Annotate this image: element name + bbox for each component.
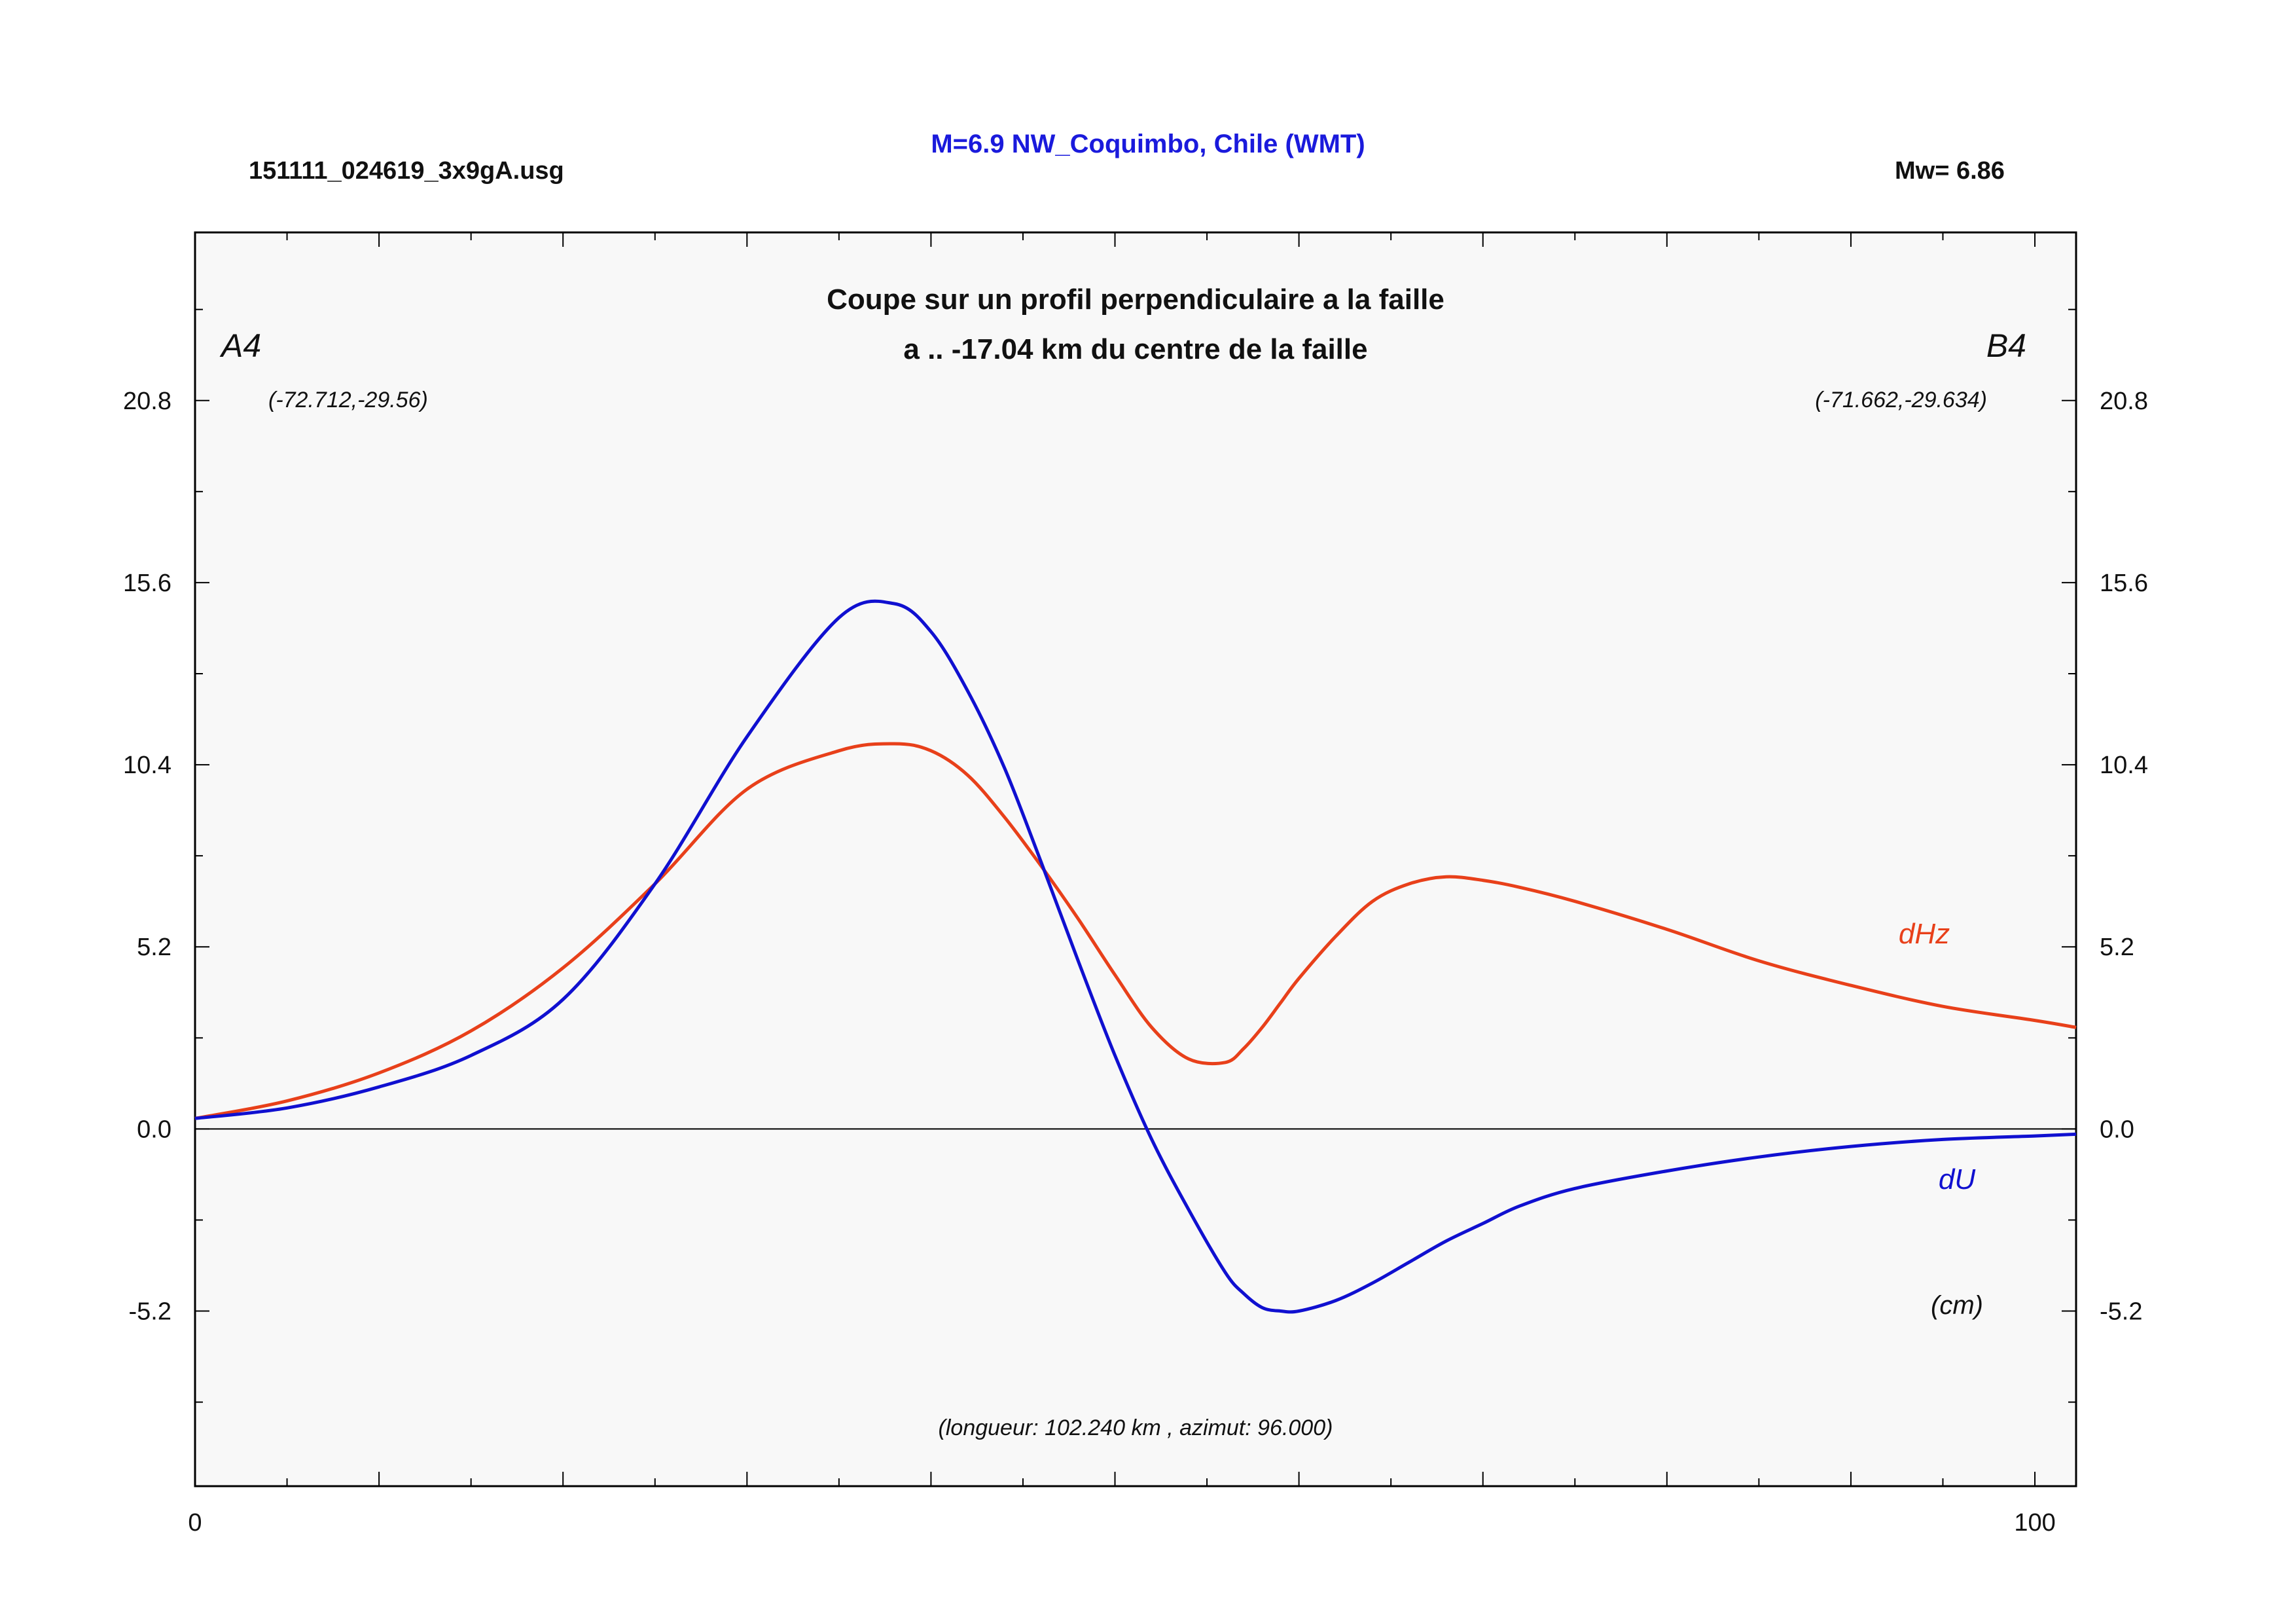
- y-tick-label-left: 0.0: [137, 1116, 171, 1143]
- series-line-dU: [194, 599, 2077, 1314]
- y-tick-label-left: 5.2: [137, 934, 171, 961]
- x-tick-label: 100: [2014, 1509, 2055, 1537]
- chart-title-line1: Coupe sur un profil perpendiculaire a la…: [827, 283, 1444, 316]
- series-label-dHz: dHz: [1899, 918, 1950, 950]
- start-label: A4: [219, 327, 261, 364]
- chart-title-line2: a .. -17.04 km du centre de la faille: [903, 333, 1367, 365]
- y-tick-label-right: 0.0: [2100, 1116, 2134, 1143]
- axis-ticks: [194, 232, 2076, 1486]
- y-tick-label-right: -5.2: [2100, 1298, 2142, 1326]
- y-tick-label-right: 10.4: [2100, 752, 2148, 779]
- y-tick-label-right: 15.6: [2100, 570, 2148, 597]
- series-label-dU: dU: [1939, 1163, 1975, 1195]
- x-tick-labels: 0 100: [188, 1509, 2055, 1537]
- plot-area: [194, 231, 2077, 1487]
- footnote: (longueur: 102.240 km , azimut: 96.000): [939, 1415, 1333, 1440]
- end-label: B4: [1986, 327, 2026, 364]
- magnitude-label: Mw= 6.86: [1895, 157, 2005, 185]
- series-layer: dHz dU: [194, 599, 2077, 1314]
- y-tick-label-left: -5.2: [129, 1298, 171, 1326]
- x-tick-label: 0: [188, 1509, 202, 1537]
- y-tick-labels: -5.2 -5.2 0.0 0.0 5.2 5.2 10.4 10.4 15.6 15.6 20.8…: [123, 388, 2148, 1326]
- start-coords: (-72.712,-29.56): [268, 388, 428, 412]
- main-title: M=6.9 NW_Coquimbo, Chile (WMT): [931, 130, 1365, 158]
- end-coords: (-71.662,-29.634): [1815, 388, 1987, 412]
- y-tick-label-left: 15.6: [123, 570, 171, 597]
- y-tick-label-left: 10.4: [123, 752, 171, 779]
- series-line-dHz: [194, 742, 2077, 1120]
- file-name: 151111_024619_3x9gA.usg: [249, 157, 564, 185]
- y-tick-label-left: 20.8: [123, 388, 171, 415]
- y-tick-label-right: 5.2: [2100, 934, 2134, 961]
- y-tick-label-right: 20.8: [2100, 388, 2148, 415]
- unit-label: (cm): [1931, 1291, 1983, 1320]
